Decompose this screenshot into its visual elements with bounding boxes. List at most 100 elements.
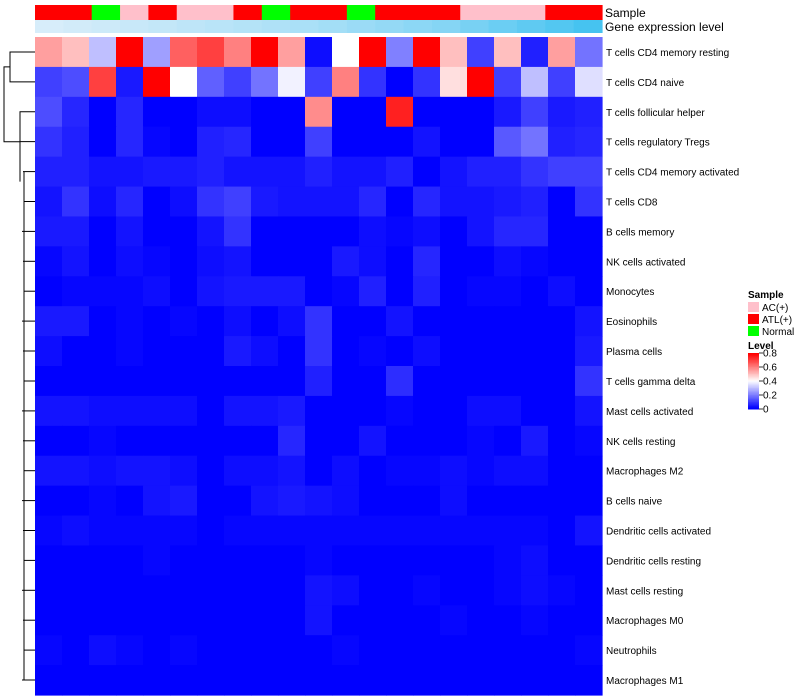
heatmap-cell: [35, 306, 63, 337]
heatmap-cell: [305, 635, 333, 666]
heatmap-cell: [467, 575, 495, 606]
heatmap-cell: [89, 545, 117, 576]
heatmap-cell: [170, 96, 198, 128]
heatmap-cell: [332, 366, 360, 397]
heatmap-cell: [413, 306, 441, 337]
heatmap-cell: [278, 605, 306, 636]
heatmap-cell: [359, 37, 387, 68]
legend-sample-label: ATL(+): [762, 315, 792, 326]
dendrogram-branch: [9, 51, 35, 83]
heatmap-cell: [170, 635, 198, 666]
heatmap-cell: [89, 306, 117, 337]
heatmap-cell: [521, 605, 549, 636]
heatmap-cell: [35, 156, 63, 188]
heatmap-cell: [359, 126, 387, 158]
heatmap-cell: [197, 276, 225, 307]
heatmap-cell: [62, 635, 90, 666]
heatmap-cell: [143, 186, 171, 218]
heatmap-cell: [386, 96, 414, 128]
colorbar-step: [748, 381, 759, 383]
expression-annotation-cell: [176, 20, 206, 33]
heatmap-cell: [224, 306, 252, 337]
row-label: T cells CD8: [606, 198, 658, 209]
heatmap-cell: [440, 96, 468, 128]
heatmap-cell: [575, 186, 603, 218]
heatmap-cell: [305, 336, 333, 367]
heatmap-cell: [62, 605, 90, 636]
heatmap-cell: [575, 96, 603, 128]
heatmap-cell: [89, 425, 117, 457]
heatmap-cell: [467, 605, 495, 636]
heatmap-cell: [89, 395, 117, 427]
heatmap-cell: [224, 66, 252, 98]
row-label: T cells follicular helper: [606, 108, 705, 119]
row-label: Dendritic cells resting: [606, 556, 701, 567]
heatmap-cell: [35, 366, 63, 397]
heatmap-cell: [521, 66, 549, 98]
sample-annotation-cell: [233, 5, 263, 20]
heatmap-cell: [305, 455, 333, 487]
heatmap-cell: [35, 515, 63, 547]
heatmap-cell: [440, 156, 468, 188]
heatmap-cell: [62, 515, 90, 547]
heatmap-cell: [413, 366, 441, 397]
heatmap-cell: [548, 395, 576, 427]
legend-sample-title: Sample: [748, 290, 784, 301]
legend-level-title: Level: [748, 341, 774, 352]
heatmap-cell: [521, 126, 549, 158]
colorbar-step: [748, 372, 759, 375]
heatmap-cell: [62, 336, 90, 367]
heatmap-cell: [332, 37, 360, 68]
heatmap-cell: [62, 575, 90, 606]
heatmap-cell: [197, 545, 225, 576]
heatmap-cell: [386, 395, 414, 427]
heatmap-cell: [116, 395, 144, 427]
heatmap-cell: [467, 306, 495, 337]
heatmap-cell: [359, 216, 387, 247]
heatmap-cell: [170, 575, 198, 606]
heatmap-cell: [116, 246, 144, 277]
expression-annotation-cell: [261, 20, 291, 33]
heatmap-cell: [575, 306, 603, 337]
heatmap-cell: [413, 276, 441, 307]
heatmap-cell: [359, 276, 387, 307]
heatmap-cell: [251, 665, 279, 696]
heatmap-cell: [575, 37, 603, 68]
heatmap-cell: [278, 425, 306, 457]
heatmap-cell: [467, 156, 495, 188]
heatmap-cell: [62, 246, 90, 277]
heatmap-cell: [575, 455, 603, 487]
heatmap-cell: [359, 515, 387, 547]
heatmap-cell: [89, 605, 117, 636]
heatmap-cell: [305, 306, 333, 337]
expression-annotation-cell: [488, 20, 518, 33]
sample-annotation-cell: [488, 5, 518, 20]
heatmap-cell: [467, 545, 495, 576]
heatmap-cell: [143, 306, 171, 337]
colorbar-tick-label: 0.8: [763, 349, 777, 360]
heatmap-cell: [143, 246, 171, 277]
heatmap-cell: [548, 246, 576, 277]
heatmap-cell: [359, 575, 387, 606]
heatmap-cell: [386, 605, 414, 636]
heatmap-cell: [521, 665, 549, 696]
heatmap-cell: [116, 96, 144, 128]
colorbar-step: [748, 357, 759, 360]
sample-annotation-cell: [35, 5, 64, 20]
heatmap-cell: [494, 336, 522, 367]
heatmap-cell: [575, 635, 603, 666]
sample-annotation-cell: [63, 5, 93, 20]
heatmap-cell: [278, 66, 306, 98]
heatmap-cell: [548, 37, 576, 68]
heatmap-cell: [224, 545, 252, 576]
heatmap-cell: [521, 306, 549, 337]
heatmap-cell: [278, 216, 306, 247]
heatmap-cell: [305, 216, 333, 247]
heatmap-cell: [332, 306, 360, 337]
heatmap-cell: [143, 665, 171, 696]
heatmap-cell: [305, 126, 333, 158]
heatmap-cell: [62, 186, 90, 218]
heatmap-cell: [386, 186, 414, 218]
heatmap-cell: [548, 605, 576, 636]
